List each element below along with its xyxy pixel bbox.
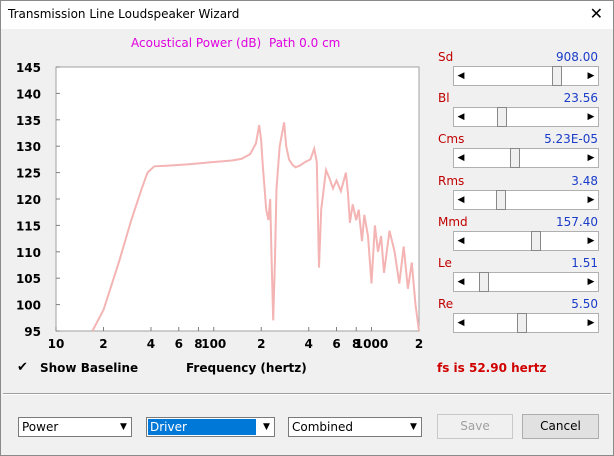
close-button[interactable]: ✕	[589, 4, 603, 23]
slider[interactable]: ◀ ▶	[453, 313, 599, 334]
combo-dropdown-arrow[interactable]: ▼	[406, 418, 421, 436]
x-tick-label: 6	[332, 337, 340, 349]
x-tick-label: 2	[257, 337, 265, 349]
slider-right-arrow[interactable]: ▶	[587, 194, 595, 205]
combo-box[interactable]: Power ▼	[18, 417, 132, 437]
combo-box[interactable]: Driver ▼	[146, 417, 275, 437]
slider-thumb[interactable]	[552, 66, 563, 86]
plot-area	[55, 66, 420, 332]
y-tick-label: 110	[16, 246, 41, 260]
x-tick-label: 100	[201, 337, 226, 349]
y-tick-label: 100	[16, 299, 41, 313]
baseline-checkbox[interactable]: ✔	[17, 360, 28, 375]
x-tick-label: 4	[147, 337, 155, 349]
x-axis-label: Frequency (hertz)	[186, 361, 307, 375]
combo-box[interactable]: Combined ▼	[288, 417, 422, 437]
slider-thumb[interactable]	[510, 148, 521, 169]
slider-value: 908.00	[556, 50, 598, 64]
slider-left-arrow[interactable]: ◀	[457, 277, 465, 287]
y-tick-label: 95	[24, 325, 41, 339]
separator	[3, 393, 611, 395]
slider[interactable]: ◀ ▶	[453, 189, 599, 210]
slider-right-arrow[interactable]: ▶	[587, 153, 595, 164]
chart-title: Acoustical Power (dB)	[131, 36, 261, 50]
slider-right-arrow[interactable]: ▶	[587, 112, 595, 123]
slider-right-arrow[interactable]: ▶	[587, 71, 595, 81]
slider-label: Le	[438, 256, 452, 270]
combo-dropdown-arrow[interactable]: ▼	[116, 418, 131, 436]
slider-label: Re	[438, 297, 454, 312]
slider-left-arrow[interactable]: ◀	[457, 153, 465, 164]
chart-subtitle: Path 0.0 cm	[269, 36, 340, 50]
slider-label: Sd	[438, 50, 454, 64]
x-tick-label: 6	[175, 337, 183, 349]
slider-thumb[interactable]	[497, 107, 508, 128]
slider-value: 157.40	[556, 214, 598, 229]
slider-thumb[interactable]	[496, 189, 507, 210]
slider-left-arrow[interactable]: ◀	[457, 71, 465, 81]
slider-label: Mmd	[438, 214, 468, 229]
slider-value: 5.23E-05	[544, 132, 598, 147]
y-tick-label: 120	[16, 193, 41, 207]
combo-text: Driver	[148, 419, 256, 435]
slider-left-arrow[interactable]: ◀	[457, 235, 465, 246]
window-title: Transmission Line Loudspeaker Wizard	[8, 7, 240, 21]
slider-value: 3.48	[571, 173, 598, 188]
x-tick-label: 1000	[355, 337, 388, 349]
x-tick-label: 8	[194, 337, 202, 349]
slider[interactable]: ◀ ▶	[453, 272, 599, 292]
x-tick-label: 8	[352, 337, 360, 349]
response-curve	[91, 122, 420, 332]
y-tick-label: 115	[16, 219, 41, 233]
y-tick-label: 130	[16, 140, 41, 154]
slider-value: 1.51	[571, 256, 598, 270]
slider-thumb[interactable]	[478, 272, 489, 292]
slider[interactable]: ◀ ▶	[453, 66, 599, 86]
chart: Acoustical Power (dB) Path 0.0 cm 95 100 1…	[16, 36, 423, 349]
slider-left-arrow[interactable]: ◀	[457, 112, 465, 123]
slider-label: Bl	[438, 91, 450, 106]
combo-text: Power	[22, 420, 59, 434]
baseline-label[interactable]: Show Baseline	[40, 361, 139, 375]
slider[interactable]: ◀ ▶	[453, 148, 599, 169]
x-tick-label: 10	[48, 337, 65, 349]
slider-label: Cms	[438, 132, 465, 147]
slider-left-arrow[interactable]: ◀	[457, 318, 465, 329]
x-tick-label: 2	[415, 337, 423, 349]
x-tick-label: 4	[305, 337, 313, 349]
combo-text: Combined	[292, 420, 353, 434]
title-bar: Transmission Line Loudspeaker Wizard ✕	[1, 1, 613, 29]
slider-right-arrow[interactable]: ▶	[587, 318, 595, 329]
x-tick-label: 2	[99, 337, 107, 349]
save-button[interactable]: Save	[437, 414, 513, 439]
y-tick-label: 125	[16, 167, 41, 181]
slider-value: 23.56	[563, 91, 598, 106]
y-tick-label: 105	[16, 272, 41, 286]
slider-right-arrow[interactable]: ▶	[587, 235, 595, 246]
cancel-button[interactable]: Cancel	[522, 414, 599, 439]
slider-left-arrow[interactable]: ◀	[457, 194, 465, 205]
y-tick-label: 140	[16, 87, 41, 101]
slider-value: 5.50	[571, 297, 598, 312]
slider[interactable]: ◀ ▶	[453, 107, 599, 128]
y-tick-label: 135	[16, 114, 41, 128]
slider[interactable]: ◀ ▶	[453, 230, 599, 251]
slider-thumb[interactable]	[516, 313, 527, 334]
y-tick-label: 145	[16, 61, 41, 75]
fs-text: fs is 52.90 hertz	[437, 361, 547, 375]
combo-dropdown-arrow[interactable]: ▼	[259, 418, 274, 436]
slider-thumb[interactable]	[530, 230, 541, 251]
slider-right-arrow[interactable]: ▶	[587, 277, 595, 287]
slider-label: Rms	[438, 173, 465, 188]
